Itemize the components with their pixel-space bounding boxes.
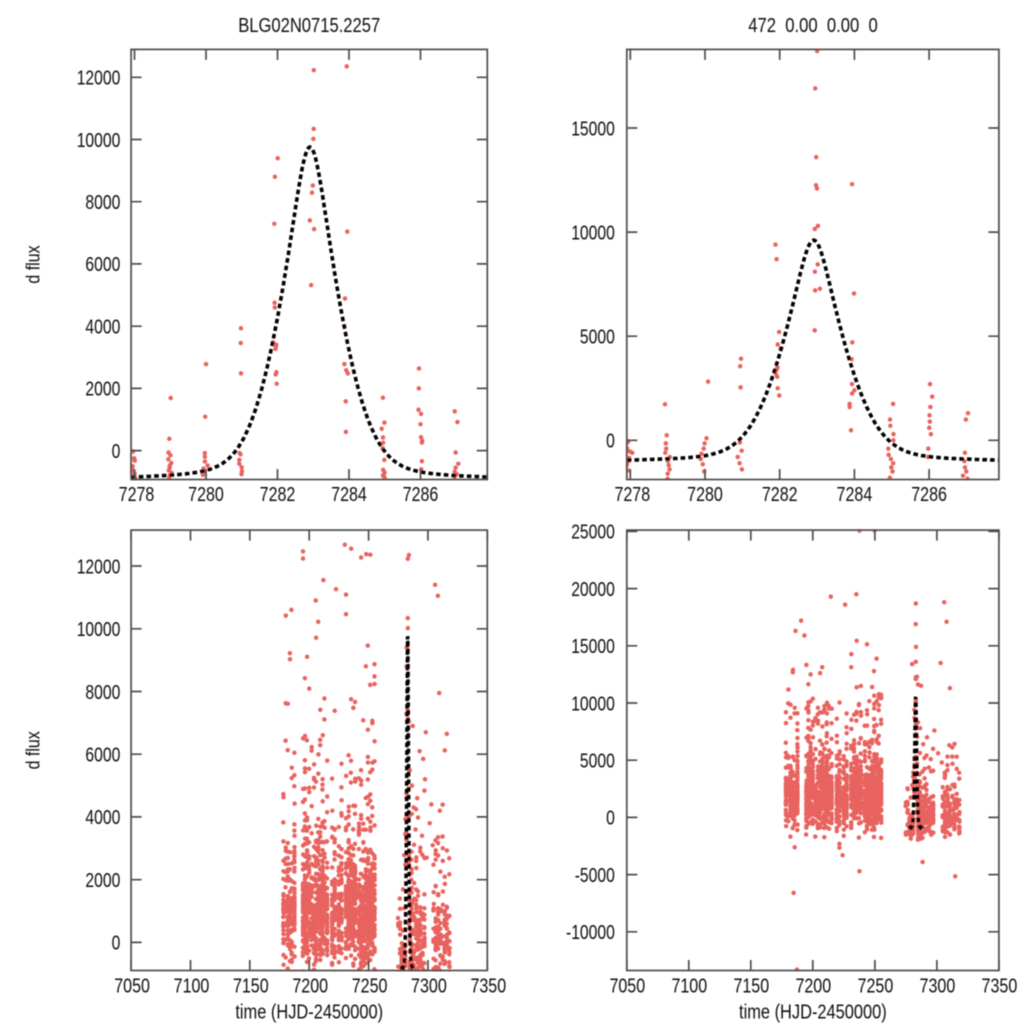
svg-text:0: 0 <box>606 808 615 830</box>
svg-text:2000: 2000 <box>85 870 120 892</box>
svg-text:2000: 2000 <box>85 379 120 401</box>
svg-text:7278: 7278 <box>614 484 650 506</box>
svg-text:6000: 6000 <box>85 254 120 276</box>
svg-text:0: 0 <box>606 431 615 453</box>
svg-text:10000: 10000 <box>571 222 615 244</box>
svg-text:time (HJD-2450000): time (HJD-2450000) <box>235 1001 383 1023</box>
svg-text:time (HJD-2450000): time (HJD-2450000) <box>739 1001 887 1023</box>
svg-text:7286: 7286 <box>403 484 439 506</box>
svg-text:7280: 7280 <box>687 484 723 506</box>
svg-text:10000: 10000 <box>571 693 615 715</box>
svg-text:7350: 7350 <box>470 976 506 998</box>
svg-text:7300: 7300 <box>411 976 447 998</box>
svg-text:7150: 7150 <box>733 976 769 998</box>
svg-text:d flux: d flux <box>24 245 45 284</box>
svg-text:7250: 7250 <box>858 976 894 998</box>
svg-text:6000: 6000 <box>85 745 120 767</box>
svg-text:7286: 7286 <box>911 484 947 506</box>
svg-text:12000: 12000 <box>77 556 121 578</box>
svg-text:7050: 7050 <box>114 976 150 998</box>
svg-text:BLG02N0715.2257: BLG02N0715.2257 <box>238 15 380 37</box>
svg-text:472 0.00 0.00 0: 472 0.00 0.00 0 <box>748 15 878 37</box>
svg-text:7282: 7282 <box>260 484 296 506</box>
svg-text:7284: 7284 <box>837 484 873 506</box>
svg-text:15000: 15000 <box>571 118 615 140</box>
svg-text:7350: 7350 <box>982 976 1018 998</box>
svg-text:0: 0 <box>112 933 121 955</box>
svg-text:7278: 7278 <box>119 484 155 506</box>
svg-text:0: 0 <box>112 441 121 463</box>
svg-text:20000: 20000 <box>571 579 615 601</box>
svg-text:d flux: d flux <box>24 731 45 770</box>
svg-text:7100: 7100 <box>671 976 707 998</box>
svg-text:7050: 7050 <box>609 976 645 998</box>
svg-text:7280: 7280 <box>188 484 224 506</box>
svg-text:10000: 10000 <box>77 130 121 152</box>
svg-text:15000: 15000 <box>571 636 615 658</box>
svg-text:12000: 12000 <box>77 68 121 90</box>
svg-text:5000: 5000 <box>580 327 615 349</box>
svg-text:5000: 5000 <box>580 751 615 773</box>
svg-text:4000: 4000 <box>85 317 120 339</box>
svg-text:-10000: -10000 <box>566 922 615 944</box>
svg-text:7282: 7282 <box>762 484 798 506</box>
svg-text:7200: 7200 <box>292 976 328 998</box>
svg-text:7300: 7300 <box>920 976 956 998</box>
svg-text:7200: 7200 <box>795 976 831 998</box>
svg-text:7250: 7250 <box>352 976 388 998</box>
svg-text:10000: 10000 <box>77 619 121 641</box>
svg-text:-5000: -5000 <box>575 865 615 887</box>
svg-text:8000: 8000 <box>85 682 120 704</box>
svg-text:7150: 7150 <box>233 976 269 998</box>
svg-text:7284: 7284 <box>331 484 367 506</box>
svg-text:8000: 8000 <box>85 192 120 214</box>
svg-text:7100: 7100 <box>174 976 210 998</box>
svg-text:25000: 25000 <box>571 522 615 544</box>
svg-text:4000: 4000 <box>85 807 120 829</box>
